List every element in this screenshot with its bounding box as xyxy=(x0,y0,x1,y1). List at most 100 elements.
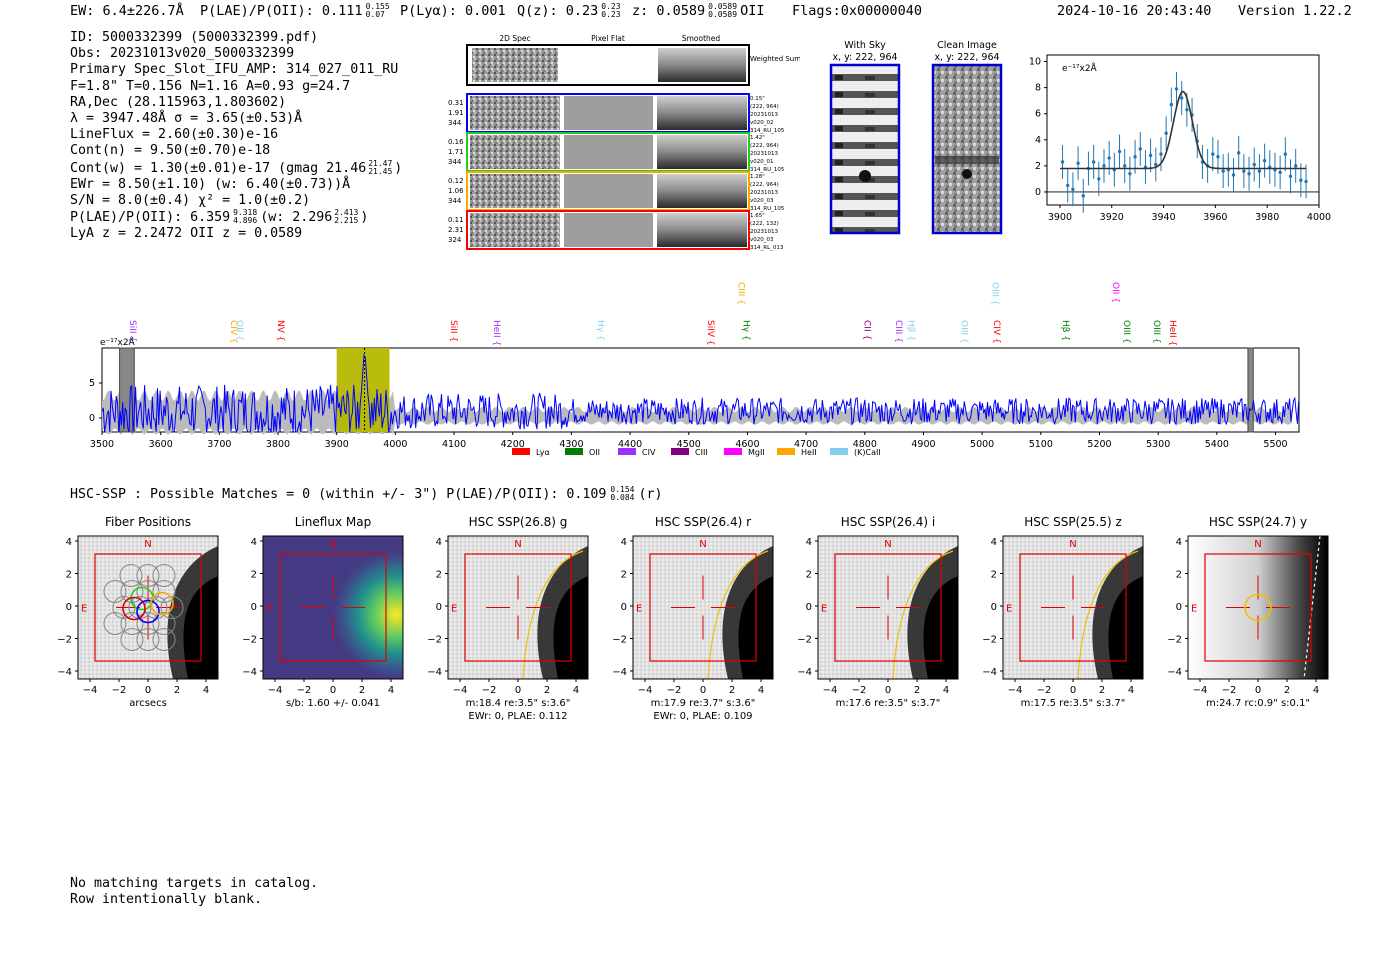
cutout-right-label: (222, 964) xyxy=(750,104,779,110)
fit-point xyxy=(1299,178,1303,182)
east-label: E xyxy=(1006,604,1012,615)
cutout-right-label: v020_03 xyxy=(750,198,774,204)
hsc-caption-2: EWr: 0, PLAE: 0.112 xyxy=(468,711,567,722)
hsc-ytick-label: 2 xyxy=(66,570,72,581)
svg-text:OIII {: OIII { xyxy=(1151,320,1161,344)
cutout-right-label: v020_01 xyxy=(750,159,774,165)
east-label: E xyxy=(451,604,457,615)
hsc-ytick-label: 0 xyxy=(806,602,812,613)
hsc-caption: arcsecs xyxy=(129,698,167,709)
clean-image xyxy=(931,63,1003,235)
cutout-right-label: (222, 132) xyxy=(750,221,779,227)
info-lambda: λ = 3947.48Å σ = 3.65(±0.53)Å xyxy=(70,111,303,127)
hsc-panel-title: Lineflux Map xyxy=(295,515,371,529)
hsc-panel: Fiber Positions N E −4 −4 −2 −2 0 0 2 2 4 4 arcsecs xyxy=(57,515,219,709)
svg-text:MgII: MgII xyxy=(748,448,765,457)
spectrum-xtick-label: 4200 xyxy=(501,439,525,450)
hsc-panel-title: HSC SSP(26.4) r xyxy=(655,515,751,529)
hsc-xtick-label: 4 xyxy=(1313,685,1319,696)
cutout-right-label: 314_RL_013 xyxy=(750,245,784,251)
emission-line-label: CIII { xyxy=(893,320,903,343)
col-header-flat: Pixel Flat xyxy=(591,34,625,43)
cutout-left-label: 0.11 xyxy=(448,216,464,224)
fiber-circle xyxy=(103,612,127,635)
header-qz: Q(z): 0.23 0.23 0.23 xyxy=(517,2,621,20)
hsc-xtick-label: 4 xyxy=(203,685,209,696)
spectrum-unit-label: e⁻¹⁷x2Å xyxy=(100,336,136,348)
hsc-xtick-label: −4 xyxy=(1193,685,1208,696)
cutout-right-label: 20231013 xyxy=(750,229,778,235)
hsc-ytick-label: 2 xyxy=(991,570,997,581)
svg-text:OIII {: OIII { xyxy=(959,320,969,344)
fiber-circle xyxy=(152,564,176,587)
north-label: N xyxy=(1069,539,1076,550)
hsc-xtick-label: 0 xyxy=(515,685,521,696)
fit-ytick-label: 10 xyxy=(1029,57,1041,68)
fit-xtick-label: 3900 xyxy=(1048,212,1072,223)
hsc-xtick-label: 2 xyxy=(359,685,365,696)
hsc-xtick-label: 4 xyxy=(758,685,764,696)
info-contw: Cont(w) = 1.30(±0.01)e-17 (gmag 21.46 21.… xyxy=(70,158,403,176)
cutout-left-label: 324 xyxy=(448,236,462,244)
cutout-row: 0.31 1.91 344 0.15" (222, 964) 20231013 v020_0… xyxy=(448,93,785,134)
cutout-left-label: 1.91 xyxy=(448,109,464,117)
info-lineflux: LineFlux = 2.60(±0.30)e-16 xyxy=(70,127,279,143)
hsc-ytick-label: 0 xyxy=(991,602,997,613)
legend-entry: CIII xyxy=(671,448,708,457)
fit-point xyxy=(1231,173,1236,177)
emission-line-label: CIII { xyxy=(736,282,746,305)
hsc-caption: s/b: 1.60 +/- 0.041 xyxy=(286,698,380,709)
hsc-ytick-label: 2 xyxy=(806,570,812,581)
svg-text:CIII {: CIII { xyxy=(893,320,903,343)
cutout-left-label: 0.12 xyxy=(448,177,464,185)
cutout-right-label: 314_RU_105 xyxy=(750,167,785,173)
fit-point xyxy=(1076,161,1080,165)
svg-text:CII {: CII { xyxy=(862,320,872,340)
emission-line-label: Hγ { xyxy=(740,320,750,341)
hsc-ytick-label: −4 xyxy=(242,667,257,678)
fit-ytick-label: 6 xyxy=(1035,109,1041,120)
fit-point xyxy=(1174,87,1179,91)
source-circle xyxy=(1244,593,1272,622)
spectrum-xtick-label: 5100 xyxy=(1029,439,1053,450)
hsc-panels: Fiber Positions N E −4 −4 −2 −2 0 0 2 2 4 4 arcsecs Li… xyxy=(57,515,1329,722)
fit-point xyxy=(1117,149,1122,154)
north-label: N xyxy=(1254,539,1261,550)
hsc-ytick-label: −4 xyxy=(57,667,72,678)
fit-point xyxy=(1154,162,1158,167)
svg-text:OII: OII xyxy=(589,448,600,457)
clean-title: Clean Image xyxy=(937,40,997,51)
hsc-caption: m:17.6 re:3.5" s:3.7" xyxy=(836,698,941,709)
hsc-ytick-label: 0 xyxy=(436,602,442,613)
hsc-xtick-label: 2 xyxy=(174,685,180,696)
aperture-box xyxy=(834,553,942,662)
hsc-ytick-label: 0 xyxy=(251,602,257,613)
fit-point xyxy=(1128,171,1132,176)
footer-line-2: Row intentionally blank. xyxy=(70,892,263,907)
fit-point xyxy=(1304,179,1308,184)
hsc-ytick-label: 2 xyxy=(621,570,627,581)
info-radec: RA,Dec (28.115963,1.803602) xyxy=(70,94,287,110)
spectrum-xtick-label: 5300 xyxy=(1146,439,1170,450)
hsc-xtick-label: 4 xyxy=(573,685,579,696)
hsc-caption-2: EWr: 0, PLAE: 0.109 xyxy=(653,711,752,722)
hsc-xtick-label: −2 xyxy=(667,685,682,696)
hsc-ytick-label: −4 xyxy=(982,667,997,678)
hsc-xtick-label: 4 xyxy=(388,685,394,696)
fit-point xyxy=(1216,155,1220,159)
aperture-box xyxy=(1019,553,1127,662)
line-fit-chart: e⁻¹⁷x2Å 3900 3920 3940 3960 3980 4000 0 2 4 6 8 10 xyxy=(1029,54,1331,223)
hsc-ytick-label: 0 xyxy=(1176,602,1182,613)
hsc-xtick-label: −2 xyxy=(1222,685,1237,696)
hsc-panel-title: Fiber Positions xyxy=(105,515,191,529)
cutout-left-label: 0.16 xyxy=(448,138,464,146)
with-sky-title: With Sky xyxy=(844,40,886,51)
fiber-circle xyxy=(152,612,176,635)
hsc-ytick-label: −4 xyxy=(797,667,812,678)
cutout-rows: 0.31 1.91 344 0.15" (222, 964) 20231013 v020_0… xyxy=(448,93,785,251)
fiber-circle xyxy=(119,564,143,587)
fit-point xyxy=(1262,158,1267,163)
hsc-xtick-label: −2 xyxy=(1037,685,1052,696)
fit-point xyxy=(1221,169,1225,173)
legend-entry: Lyα xyxy=(512,448,550,457)
